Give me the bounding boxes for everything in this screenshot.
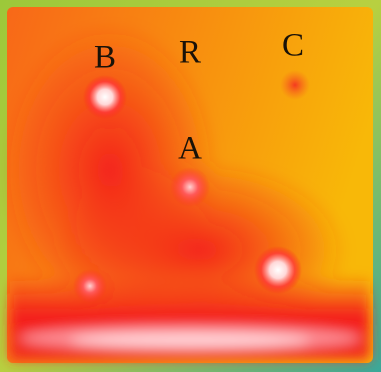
hot-spot [170,167,210,207]
label: B [94,40,116,76]
label: A [178,131,202,167]
hot-spot [280,70,310,100]
thermal-image: B R C A [0,0,381,372]
label: R [179,35,201,71]
hot-spot [73,269,107,303]
hot-spot [83,75,127,119]
hot-spot [254,246,302,294]
label: C [282,28,304,64]
